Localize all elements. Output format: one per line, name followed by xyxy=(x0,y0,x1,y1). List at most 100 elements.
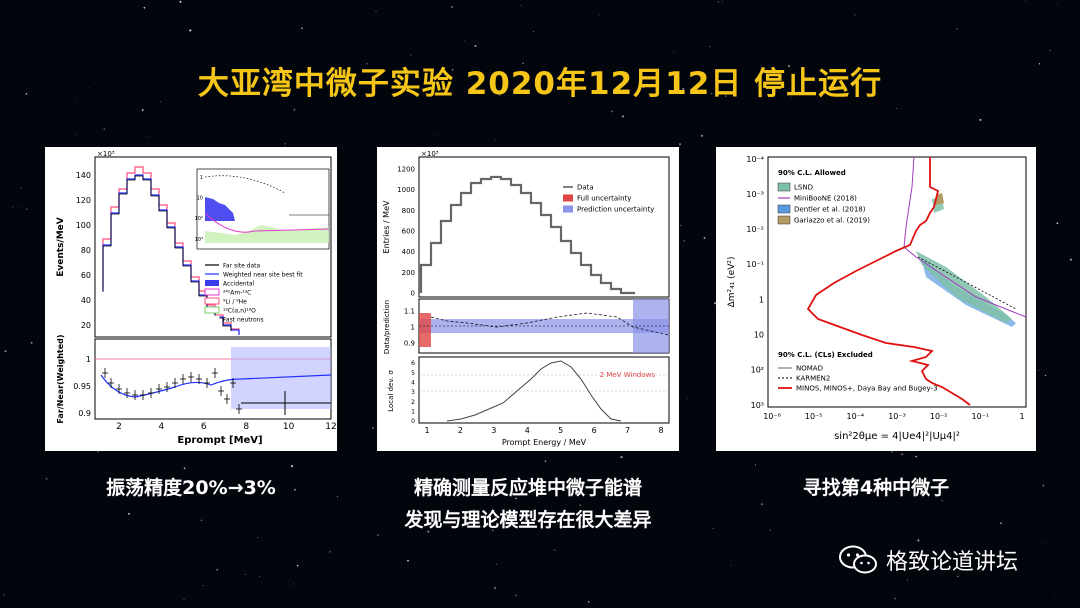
sterile-neutrino-figure: 10³ 10² 10 1 10⁻¹ 10⁻² 10⁻³ 10⁻⁴ Δm²₄₁ (eV²) 10… xyxy=(716,147,1036,451)
right-x-tick-label: 10⁻⁶ xyxy=(763,412,781,421)
left-legend-entry: Accidental xyxy=(223,281,255,288)
right-y-tick-label: 10⁻² xyxy=(746,225,764,234)
middle-x-tick-label: 7 xyxy=(625,426,630,435)
brand-watermark: 格致论道讲坛 xyxy=(838,540,1018,580)
middle-x-tick-label: 8 xyxy=(658,426,663,435)
left-bottom-tick-label: 1 xyxy=(86,355,91,364)
brand-name: 格致论道讲坛 xyxy=(886,550,1019,575)
excluded-legend-entry: MINOS, MINOS+, Daya Bay and Bugey-3 xyxy=(796,385,938,393)
middle-top-tick-label: 800 xyxy=(402,207,415,215)
right-y-tick-label: 10³ xyxy=(751,401,764,410)
excluded-legend-entry: NOMAD xyxy=(796,365,823,373)
left-inset-tick-label: 1 xyxy=(200,175,203,181)
left-x-tick-label: 8 xyxy=(243,422,249,432)
middle-legend-entry: Data xyxy=(577,184,594,192)
right-x-tick-label: 10⁻² xyxy=(930,412,948,421)
right-x-tick-label: 10⁻⁴ xyxy=(847,412,865,421)
middle-xlabel: Prompt Energy / MeV xyxy=(502,438,587,447)
left-figure-panel: ×10³ 20 40 60 80 100 120 140 Events/MeV 10³ 10²… xyxy=(45,147,337,451)
left-inset-tick-label: 10 xyxy=(197,195,203,201)
middle-top-ylabel: Entries / MeV xyxy=(382,200,391,253)
left-bottom-tick-label: 0.9 xyxy=(78,409,91,418)
left-legend-entry: Weighted near site best fit xyxy=(223,272,303,279)
left-top-tick-label: 40 xyxy=(81,296,91,305)
middle-x-tick-label: 4 xyxy=(525,426,530,435)
allowed-legend-entry: Dentler et al. (2018) xyxy=(794,206,866,214)
left-x-tick-label: 10 xyxy=(283,422,295,432)
left-top-tick-label: 120 xyxy=(76,196,91,205)
right-x-tick-label: 10⁻³ xyxy=(888,412,906,421)
middle-legend-entry: Full uncertainty xyxy=(577,195,631,203)
middle-dev-tick-label: 6 xyxy=(411,360,415,367)
middle-dev-tick-label: 2 xyxy=(411,399,415,406)
allowed-legend-entry: Gariazzo et al. (2019) xyxy=(794,217,870,225)
middle-top-tick-label: 200 xyxy=(402,269,415,277)
left-x-tick-label: 2 xyxy=(116,422,122,432)
middle-legend-entry: Prediction uncertainty xyxy=(577,206,654,214)
caption-left: 振荡精度20%→3% xyxy=(106,477,276,499)
caption-middle-line1: 精确测量反应堆中微子能谱 xyxy=(413,477,642,499)
background-inset: 10³ 10² 10 1 xyxy=(195,168,330,250)
middle-dev-ylabel: Local dev. σ xyxy=(387,370,395,412)
left-inset-tick-label: 10³ xyxy=(195,237,203,243)
right-x-tick-label: 1 xyxy=(1019,412,1024,421)
near-site-prediction-curve xyxy=(102,166,240,335)
left-exp-label: ×10³ xyxy=(97,150,115,158)
left-x-tick-label: 12 xyxy=(325,422,336,432)
allowed-header: 90% C.L. Allowed xyxy=(778,169,846,177)
middle-figure-panel: ×10³ 0 200 400 600 800 1000 1200 Entries / MeV… xyxy=(377,147,679,451)
right-y-tick-label: 10² xyxy=(751,366,764,375)
prediction-histogram xyxy=(419,175,635,295)
right-x-tick-label: 10⁻⁵ xyxy=(805,412,823,421)
right-y-tick-label: 10 xyxy=(754,331,764,340)
middle-top-tick-label: 0 xyxy=(411,289,415,297)
right-ylabel: Δm²₄₁ (eV²) xyxy=(727,257,737,308)
excluded-header: 90% C.L. (CLs) Excluded xyxy=(778,351,873,359)
left-top-tick-label: 100 xyxy=(76,221,91,230)
slide-title: 大亚湾中微子实验 2020年12月12日 停止运行 xyxy=(197,66,883,102)
caption-right: 寻找第4种中微子 xyxy=(802,477,950,499)
right-xlabel: sin²2θμe = 4|Ue4|²|Uμ4|² xyxy=(834,431,960,442)
caption-middle-line2: 发现与理论模型存在很大差异 xyxy=(404,509,652,531)
left-bottom-tick-label: 0.95 xyxy=(73,382,91,391)
left-legend-entry: Far site data xyxy=(223,263,261,270)
window-label: 2 MeV Windows xyxy=(600,371,656,379)
right-y-tick-label: 10⁻³ xyxy=(746,190,764,199)
left-top-ylabel: Events/MeV xyxy=(56,217,66,277)
left-x-tick-label: 6 xyxy=(201,422,207,432)
left-top-tick-label: 80 xyxy=(81,246,91,255)
left-legend-entry: ¹³C(α,n)¹⁶O xyxy=(223,308,256,315)
middle-exp-label: ×10³ xyxy=(421,150,439,158)
reactor-spectrum-figure: ×10³ 0 200 400 600 800 1000 1200 Entries / MeV… xyxy=(377,147,679,451)
right-figure-panel: 10³ 10² 10 1 10⁻¹ 10⁻² 10⁻³ 10⁻⁴ Δm²₄₁ (eV²) 10… xyxy=(716,147,1036,451)
minos-exclusion-curve xyxy=(806,157,971,406)
middle-ratio-tick-label: 0.9 xyxy=(404,339,415,347)
right-y-tick-label: 1 xyxy=(759,295,764,304)
allowed-legend-entry: MiniBooNE (2018) xyxy=(794,195,857,203)
middle-dev-tick-label: 5 xyxy=(411,370,415,377)
left-top-tick-label: 60 xyxy=(81,271,91,280)
left-xlabel: Eprompt [MeV] xyxy=(177,435,262,446)
middle-top-tick-label: 400 xyxy=(402,248,415,256)
middle-x-tick-label: 3 xyxy=(491,426,496,435)
wechat-icon xyxy=(839,545,877,574)
allowed-legend-entry: LSND xyxy=(794,184,813,192)
middle-dev-tick-label: 0 xyxy=(411,418,415,425)
left-legend-entry: Fast neutrons xyxy=(223,317,264,324)
middle-top-tick-label: 1200 xyxy=(397,165,415,173)
middle-dev-tick-label: 1 xyxy=(411,408,415,415)
middle-ratio-tick-label: 1 xyxy=(411,323,415,331)
middle-x-tick-label: 5 xyxy=(558,426,563,435)
middle-dev-tick-label: 3 xyxy=(411,389,415,396)
left-legend-entry: ⁹Li / ⁸He xyxy=(223,299,247,306)
middle-top-tick-label: 600 xyxy=(402,227,415,235)
left-bottom-ylabel: Far/Near(Weighted) xyxy=(56,334,65,423)
middle-x-tick-label: 1 xyxy=(424,426,429,435)
middle-x-tick-label: 6 xyxy=(592,426,597,435)
excluded-legend-entry: KARMEN2 xyxy=(796,375,830,383)
middle-top-tick-label: 1000 xyxy=(397,186,415,194)
middle-x-tick-label: 2 xyxy=(458,426,463,435)
left-x-tick-label: 4 xyxy=(159,422,165,432)
middle-dev-tick-label: 4 xyxy=(411,379,415,386)
